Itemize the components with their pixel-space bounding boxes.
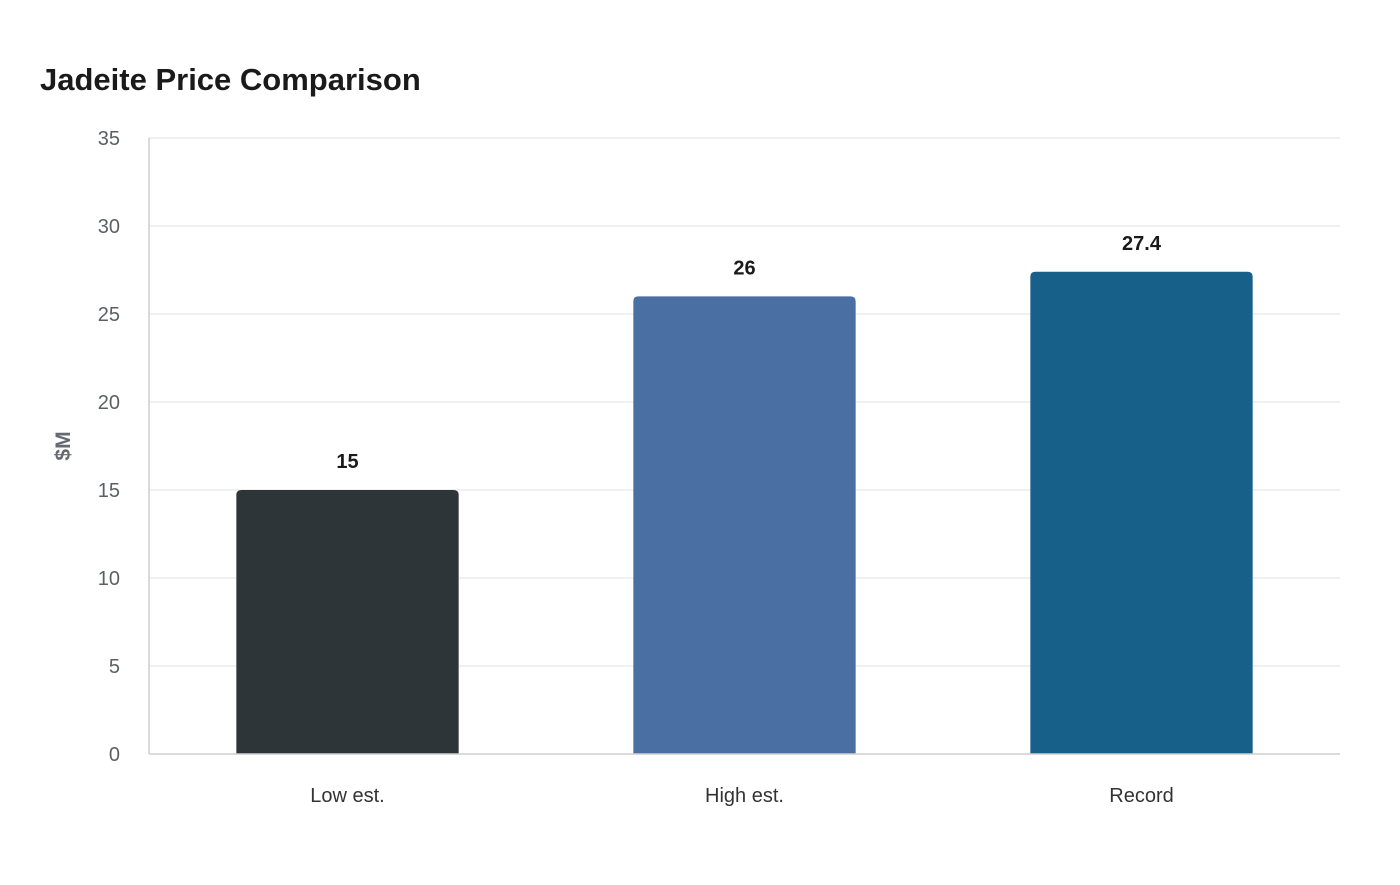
bars — [236, 271, 1253, 754]
y-tick-label: 0 — [109, 744, 120, 766]
x-tick-label: Record — [1109, 785, 1173, 807]
y-tick-label: 30 — [98, 216, 120, 238]
x-axis-ticks: Low est. High est. Record — [310, 785, 1173, 807]
chart-title: Jadeite Price Comparison — [40, 62, 421, 97]
y-tick-label: 35 — [98, 128, 120, 150]
data-labels: 15 26 27.4 — [336, 233, 1161, 473]
y-axis-label: $M — [52, 431, 75, 460]
bar-1 — [633, 296, 856, 754]
bar-0 — [236, 490, 459, 754]
y-tick-label: 10 — [98, 568, 120, 590]
bar-2 — [1030, 271, 1253, 754]
data-label: 15 — [336, 451, 358, 473]
x-tick-label: Low est. — [310, 785, 384, 807]
data-label: 26 — [733, 257, 755, 279]
y-tick-label: 15 — [98, 480, 120, 502]
y-axis-ticks: 0 5 10 15 20 25 30 35 — [98, 128, 120, 766]
y-tick-label: 5 — [109, 656, 120, 678]
x-tick-label: High est. — [705, 785, 784, 807]
y-tick-label: 25 — [98, 304, 120, 326]
data-label: 27.4 — [1122, 233, 1162, 255]
y-tick-label: 20 — [98, 392, 120, 414]
